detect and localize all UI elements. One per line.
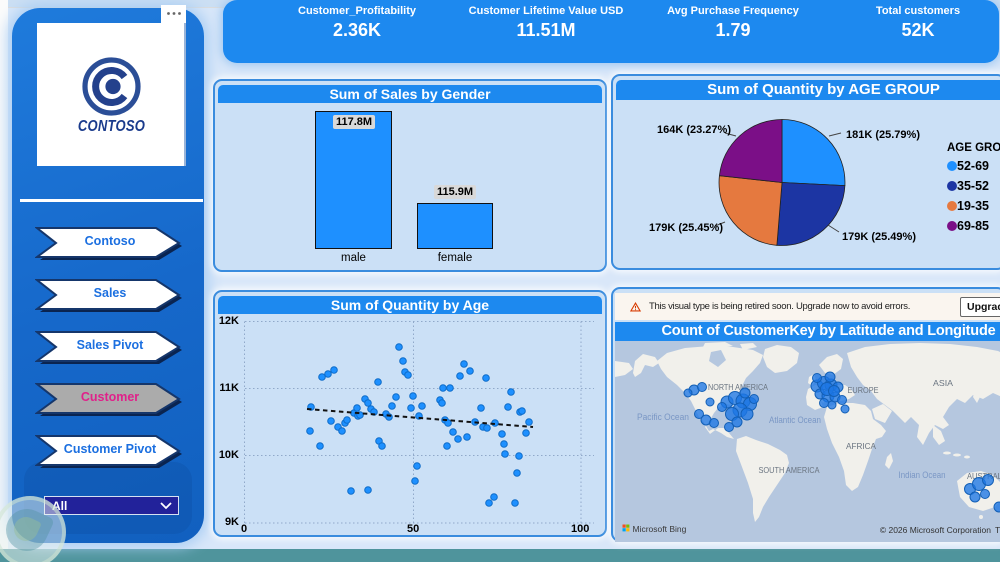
svg-text:EUROPE: EUROPE [848, 385, 879, 395]
svg-text:ASIA: ASIA [933, 378, 953, 388]
svg-text:Indian Ocean: Indian Ocean [899, 470, 946, 480]
svg-text:Microsoft Bing: Microsoft Bing [633, 524, 687, 534]
svg-text:SOUTH AMERICA: SOUTH AMERICA [759, 465, 820, 475]
svg-text:© 2026 Microsoft Corporation: © 2026 Microsoft Corporation [880, 525, 991, 535]
svg-text:Pacific Ocean: Pacific Ocean [637, 412, 689, 422]
svg-text:AFRICA: AFRICA [846, 441, 876, 451]
svg-text:AUSTRALI: AUSTRALI [967, 471, 1000, 481]
svg-text:NORTH AMERICA: NORTH AMERICA [708, 382, 768, 392]
svg-text:T: T [995, 525, 1000, 535]
svg-text:Atlantic Ocean: Atlantic Ocean [769, 415, 821, 425]
